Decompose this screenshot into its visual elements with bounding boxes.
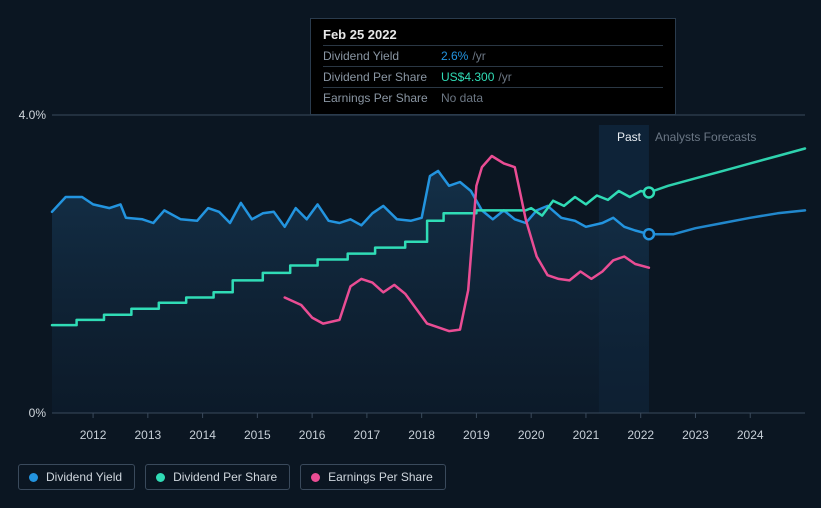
tooltip-label: Dividend Yield <box>323 49 441 63</box>
forecast-region-label: Analysts Forecasts <box>655 130 756 144</box>
tooltip-unit: /yr <box>498 70 511 84</box>
x-tick-label: 2020 <box>518 428 545 442</box>
x-tick-label: 2012 <box>80 428 107 442</box>
legend-dot-icon <box>29 473 38 482</box>
x-tick-label: 2013 <box>134 428 161 442</box>
legend-label: Dividend Yield <box>46 470 122 484</box>
tooltip-label: Dividend Per Share <box>323 70 441 84</box>
legend: Dividend Yield Dividend Per Share Earnin… <box>18 464 446 490</box>
tooltip-row-yield: Dividend Yield 2.6% /yr <box>323 45 663 66</box>
legend-label: Earnings Per Share <box>328 470 433 484</box>
legend-item-eps[interactable]: Earnings Per Share <box>300 464 446 490</box>
past-region-label: Past <box>617 130 641 144</box>
legend-dot-icon <box>156 473 165 482</box>
legend-item-yield[interactable]: Dividend Yield <box>18 464 135 490</box>
chart-container: 4.0% 0% 2012 2013 2014 2015 2016 2017 2018 2019… <box>0 0 821 508</box>
y-tick-min: 0% <box>16 406 46 420</box>
x-tick-label: 2018 <box>408 428 435 442</box>
legend-dot-icon <box>311 473 320 482</box>
x-tick-label: 2021 <box>573 428 600 442</box>
x-tick-label: 2014 <box>189 428 216 442</box>
x-tick-label: 2017 <box>354 428 381 442</box>
tooltip-label: Earnings Per Share <box>323 91 441 105</box>
x-tick-label: 2022 <box>627 428 654 442</box>
tooltip-unit: /yr <box>472 49 485 63</box>
x-tick-label: 2019 <box>463 428 490 442</box>
tooltip-row-eps: Earnings Per Share No data <box>323 87 663 108</box>
tooltip-value: 2.6% <box>441 49 468 63</box>
tooltip-row-dps: Dividend Per Share US$4.300 /yr <box>323 66 663 87</box>
x-tick-label: 2024 <box>737 428 764 442</box>
y-tick-max: 4.0% <box>16 108 46 122</box>
chart-tooltip: Feb 25 2022 Dividend Yield 2.6% /yr Divi… <box>310 18 676 115</box>
legend-item-dps[interactable]: Dividend Per Share <box>145 464 290 490</box>
tooltip-value: No data <box>441 91 483 105</box>
x-tick-label: 2023 <box>682 428 709 442</box>
legend-label: Dividend Per Share <box>173 470 277 484</box>
x-tick-label: 2015 <box>244 428 271 442</box>
tooltip-date: Feb 25 2022 <box>323 23 663 45</box>
tooltip-value: US$4.300 <box>441 70 494 84</box>
x-tick-label: 2016 <box>299 428 326 442</box>
